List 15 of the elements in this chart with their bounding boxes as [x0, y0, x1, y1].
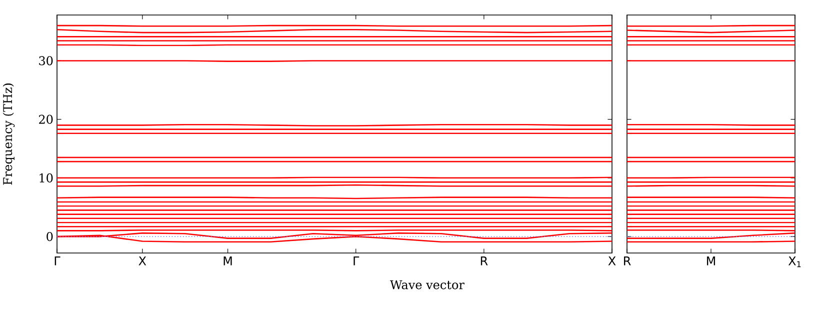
x-tick-label: Γ: [54, 256, 60, 266]
y-tick-label: 0: [46, 232, 53, 242]
y-tick-label: 30: [39, 56, 53, 66]
x-tick-label: X: [138, 256, 146, 266]
x-tick-label: X$_{1}$: [788, 256, 801, 268]
x-tick-label: X: [608, 256, 616, 266]
x-tick-label: Γ: [354, 256, 360, 266]
y-axis-title: Frequency (THz): [2, 84, 15, 185]
x-tick-label: R: [480, 256, 488, 266]
x-axis-title: Wave vector: [390, 280, 464, 290]
x-tick-label: R: [624, 256, 631, 266]
x-tick-label: M: [706, 256, 715, 266]
y-tick-label: 20: [39, 114, 53, 124]
y-tick-label: 10: [40, 173, 53, 182]
x-tick-label: M: [224, 256, 232, 266]
